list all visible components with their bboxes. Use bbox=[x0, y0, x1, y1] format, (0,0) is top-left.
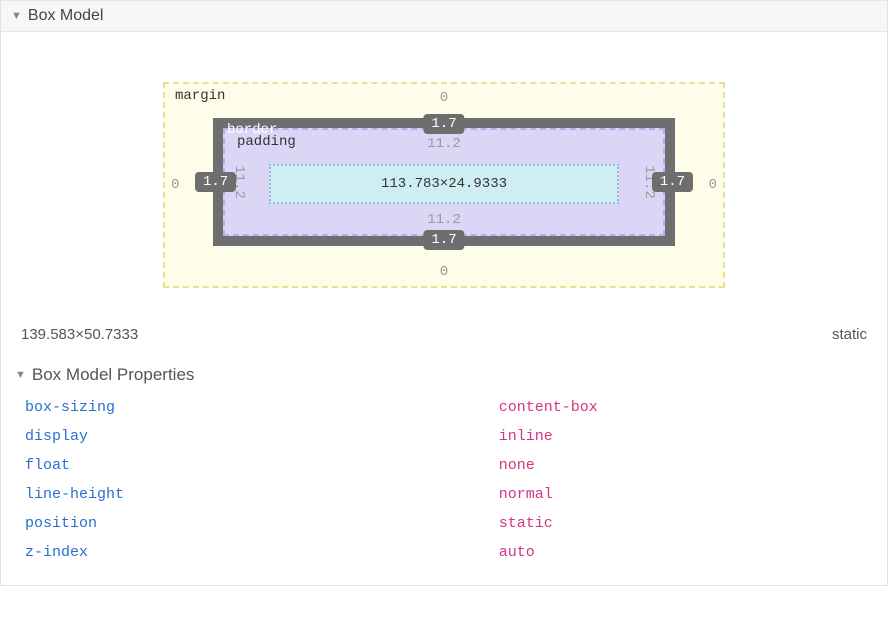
element-size: 139.583×50.7333 bbox=[21, 326, 138, 343]
property-name: z-index bbox=[25, 544, 499, 561]
property-value: content-box bbox=[499, 399, 598, 416]
border-bottom-value[interactable]: 1.7 bbox=[423, 230, 464, 250]
padding-region[interactable]: padding 11.2 11.2 11.2 11.2 113.783×24.9… bbox=[223, 128, 665, 236]
property-row[interactable]: line-heightnormal bbox=[25, 480, 871, 509]
property-name: box-sizing bbox=[25, 399, 499, 416]
section-header-box-model[interactable]: ▼ Box Model bbox=[1, 0, 887, 32]
border-right-value[interactable]: 1.7 bbox=[652, 172, 693, 192]
padding-top-value[interactable]: 11.2 bbox=[427, 136, 461, 152]
box-model-diagram: margin 0 0 0 0 border 1.7 1.7 1.7 1.7 pa… bbox=[1, 32, 887, 318]
property-value: inline bbox=[499, 428, 553, 445]
margin-right-value[interactable]: 0 bbox=[709, 177, 717, 193]
chevron-down-icon: ▼ bbox=[15, 369, 26, 381]
element-position: static bbox=[832, 326, 867, 343]
border-region[interactable]: border 1.7 1.7 1.7 1.7 padding 11.2 11.2… bbox=[213, 118, 675, 246]
margin-region[interactable]: margin 0 0 0 0 border 1.7 1.7 1.7 1.7 pa… bbox=[163, 82, 725, 288]
content-size-value: 113.783×24.9333 bbox=[381, 176, 507, 192]
property-name: position bbox=[25, 515, 499, 532]
chevron-down-icon: ▼ bbox=[11, 10, 22, 22]
property-value: normal bbox=[499, 486, 553, 503]
section-title: Box Model Properties bbox=[32, 365, 195, 385]
border-top-value[interactable]: 1.7 bbox=[423, 114, 464, 134]
box-model-summary: 139.583×50.7333 static bbox=[1, 318, 887, 363]
property-row[interactable]: positionstatic bbox=[25, 509, 871, 538]
margin-top-value[interactable]: 0 bbox=[440, 90, 448, 106]
border-left-value[interactable]: 1.7 bbox=[195, 172, 236, 192]
property-name: line-height bbox=[25, 486, 499, 503]
property-value: static bbox=[499, 515, 553, 532]
content-region[interactable]: 113.783×24.9333 bbox=[269, 164, 619, 204]
property-name: float bbox=[25, 457, 499, 474]
property-value: none bbox=[499, 457, 535, 474]
property-row[interactable]: z-indexauto bbox=[25, 538, 871, 567]
property-name: display bbox=[25, 428, 499, 445]
section-header-properties[interactable]: ▼ Box Model Properties bbox=[1, 363, 887, 393]
margin-left-value[interactable]: 0 bbox=[171, 177, 179, 193]
margin-bottom-value[interactable]: 0 bbox=[440, 264, 448, 280]
box-model-panel: ▼ Box Model margin 0 0 0 0 border 1.7 1.… bbox=[0, 0, 888, 586]
border-label: border bbox=[227, 122, 277, 138]
property-row[interactable]: displayinline bbox=[25, 422, 871, 451]
property-row[interactable]: floatnone bbox=[25, 451, 871, 480]
property-row[interactable]: box-sizingcontent-box bbox=[25, 393, 871, 422]
padding-bottom-value[interactable]: 11.2 bbox=[427, 212, 461, 228]
property-value: auto bbox=[499, 544, 535, 561]
margin-label: margin bbox=[175, 88, 225, 104]
section-title: Box Model bbox=[28, 7, 104, 25]
properties-list: box-sizingcontent-boxdisplayinlinefloatn… bbox=[1, 393, 887, 585]
